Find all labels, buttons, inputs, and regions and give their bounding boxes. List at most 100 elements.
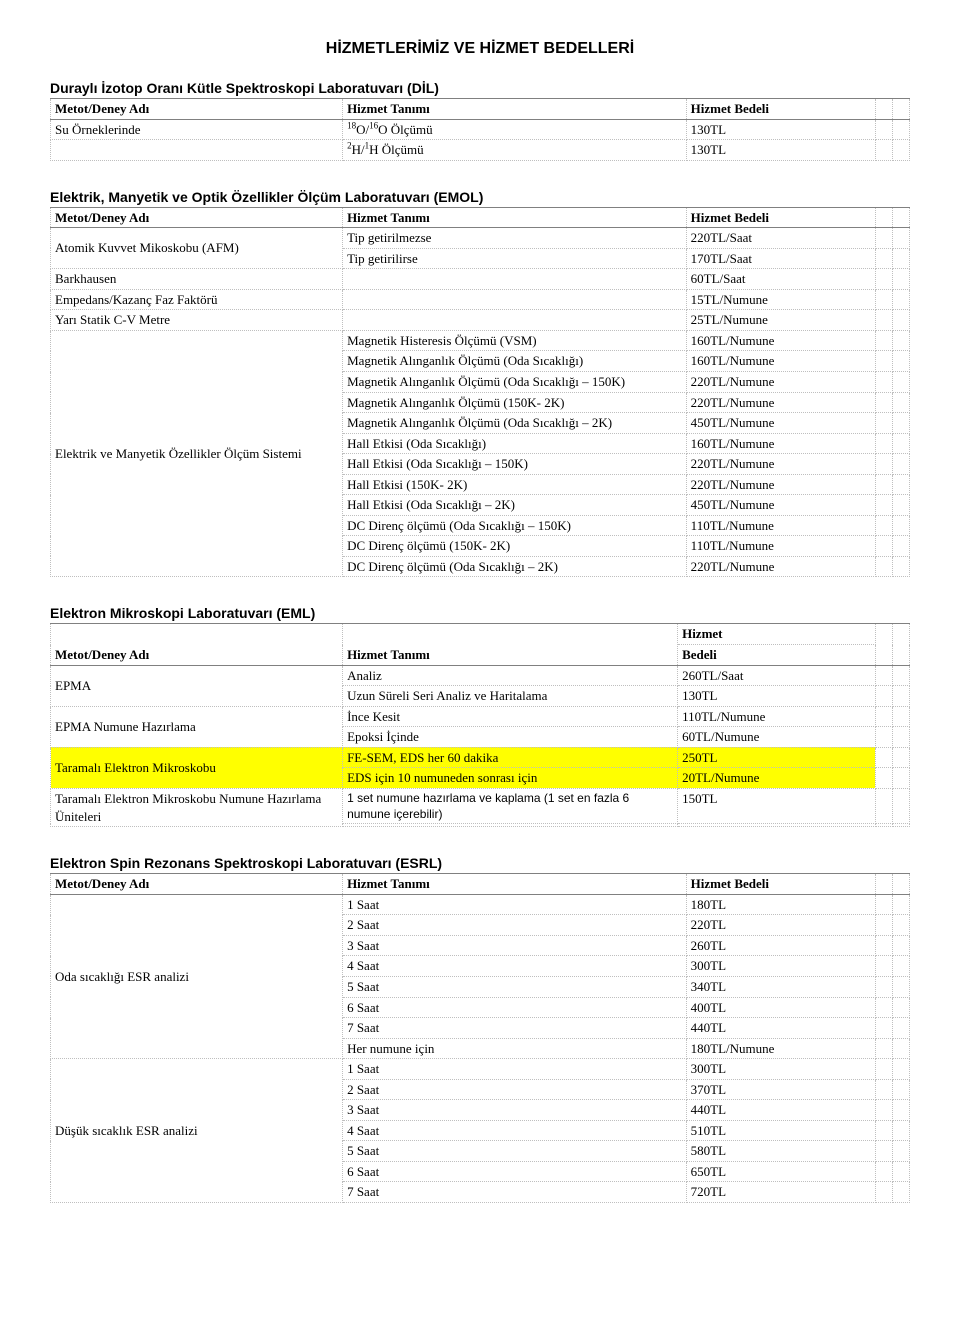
cell-extra xyxy=(875,248,892,269)
cell-price: 260TL xyxy=(686,935,875,956)
cell-extra xyxy=(892,310,909,331)
col-tanim: Hizmet Tanımı xyxy=(343,207,687,228)
col-extra xyxy=(892,624,909,665)
cell-desc: FE-SEM, EDS her 60 dakika xyxy=(343,747,678,768)
table-row: Taramalı Elektron Mikroskobu Numune Hazı… xyxy=(51,788,910,823)
cell-price: 650TL xyxy=(686,1161,875,1182)
cell-price: 510TL xyxy=(686,1120,875,1141)
cell-desc: Hall Etkisi (150K- 2K) xyxy=(343,474,687,495)
cell-extra xyxy=(892,976,909,997)
cell-extra xyxy=(875,935,892,956)
cell-name: Düşük sıcaklık ESR analizi xyxy=(51,1059,343,1203)
cell-desc: Tip getirilmezse xyxy=(343,228,687,249)
cell-desc: Magnetik Alınganlık Ölçümü (150K- 2K) xyxy=(343,392,687,413)
cell-desc: İnce Kesit xyxy=(343,706,678,727)
cell-price: 110TL/Numune xyxy=(686,515,875,536)
cell-desc: DC Direnç ölçümü (Oda Sıcaklığı – 150K) xyxy=(343,515,687,536)
cell-extra xyxy=(875,768,892,789)
cell-price: 440TL xyxy=(686,1100,875,1121)
page-title: HİZMETLERİMİZ VE HİZMET BEDELLERİ xyxy=(50,40,910,58)
cell-extra xyxy=(892,372,909,393)
cell-extra xyxy=(892,433,909,454)
cell-desc: 4 Saat xyxy=(343,956,687,977)
cell-desc xyxy=(343,310,687,331)
cell-name xyxy=(51,140,343,161)
cell-extra xyxy=(875,140,892,161)
cell-name: Empedans/Kazanç Faz Faktörü xyxy=(51,289,343,310)
col-metot: Metot/Deney Adı xyxy=(51,99,343,120)
cell-desc: DC Direnç ölçümü (150K- 2K) xyxy=(343,536,687,557)
section-eml-title: Elektron Mikroskopi Laboratuvarı (EML) xyxy=(50,605,910,621)
cell-extra xyxy=(892,768,909,789)
section-eml: Elektron Mikroskopi Laboratuvarı (EML) M… xyxy=(50,605,910,827)
cell-extra xyxy=(892,140,909,161)
cell-desc: Her numune için xyxy=(343,1038,687,1059)
col-tanim: Hizmet Tanımı xyxy=(343,624,678,665)
cell-extra xyxy=(892,1141,909,1162)
cell-extra xyxy=(875,1059,892,1080)
cell-price: 580TL xyxy=(686,1141,875,1162)
cell-extra xyxy=(892,413,909,434)
cell-desc xyxy=(343,824,678,827)
cell-extra xyxy=(875,289,892,310)
cell-extra xyxy=(875,706,892,727)
cell-desc: 7 Saat xyxy=(343,1018,687,1039)
cell-price: 250TL xyxy=(678,747,876,768)
col-extra xyxy=(875,207,892,228)
cell-extra xyxy=(892,915,909,936)
cell-desc: 6 Saat xyxy=(343,997,687,1018)
cell-extra xyxy=(892,1018,909,1039)
cell-price: 300TL xyxy=(686,956,875,977)
cell-name: Taramalı Elektron Mikroskobu Numune Hazı… xyxy=(51,788,343,826)
cell-extra xyxy=(892,474,909,495)
cell-price: 25TL/Numune xyxy=(686,310,875,331)
cell-extra xyxy=(892,515,909,536)
cell-extra xyxy=(875,976,892,997)
cell-extra xyxy=(875,1141,892,1162)
cell-extra xyxy=(892,956,909,977)
cell-extra xyxy=(875,413,892,434)
cell-desc: 3 Saat xyxy=(343,935,687,956)
col-bedel-top: Hizmet xyxy=(678,624,876,645)
table-emol: Metot/Deney Adı Hizmet Tanımı Hizmet Bed… xyxy=(50,207,910,578)
cell-extra xyxy=(892,1079,909,1100)
col-extra xyxy=(892,874,909,895)
cell-desc: Uzun Süreli Seri Analiz ve Haritalama xyxy=(343,686,678,707)
table-row: Atomik Kuvvet Mikoskobu (AFM)Tip getiril… xyxy=(51,228,910,249)
section-dil-title: Duraylı İzotop Oranı Kütle Spektroskopi … xyxy=(50,80,910,96)
cell-extra xyxy=(875,824,892,827)
cell-extra xyxy=(875,495,892,516)
cell-price: 160TL/Numune xyxy=(686,351,875,372)
cell-extra xyxy=(875,556,892,577)
table-esrl: Metot/Deney Adı Hizmet Tanımı Hizmet Bed… xyxy=(50,873,910,1203)
col-extra xyxy=(875,624,892,665)
cell-extra xyxy=(892,228,909,249)
cell-extra xyxy=(875,433,892,454)
col-extra xyxy=(875,99,892,120)
cell-name: Barkhausen xyxy=(51,269,343,290)
cell-desc: Tip getirilirse xyxy=(343,248,687,269)
cell-extra xyxy=(875,788,892,823)
table-row: Su Örneklerinde18O/16O Ölçümü130TL xyxy=(51,119,910,140)
cell-price xyxy=(678,824,876,827)
cell-desc: 5 Saat xyxy=(343,1141,687,1162)
cell-price: 260TL/Saat xyxy=(678,665,876,686)
cell-desc: 4 Saat xyxy=(343,1120,687,1141)
table-row: Oda sıcaklığı ESR analizi1 Saat180TL xyxy=(51,894,910,915)
section-dil: Duraylı İzotop Oranı Kütle Spektroskopi … xyxy=(50,80,910,161)
cell-name: Yarı Statik C-V Metre xyxy=(51,310,343,331)
cell-desc: 3 Saat xyxy=(343,1100,687,1121)
cell-extra xyxy=(892,556,909,577)
table-eml: Metot/Deney Adı Hizmet Tanımı Hizmet Bed… xyxy=(50,623,910,827)
table-row: EPMAAnaliz260TL/Saat xyxy=(51,665,910,686)
col-bedel: Hizmet Bedeli xyxy=(686,874,875,895)
cell-name: Elektrik ve Manyetik Özellikler Ölçüm Si… xyxy=(51,330,343,577)
cell-price: 400TL xyxy=(686,997,875,1018)
cell-extra xyxy=(892,330,909,351)
cell-price: 60TL/Saat xyxy=(686,269,875,290)
cell-desc: Hall Etkisi (Oda Sıcaklığı – 150K) xyxy=(343,454,687,475)
cell-extra xyxy=(875,1182,892,1203)
cell-price: 160TL/Numune xyxy=(686,433,875,454)
cell-price: 720TL xyxy=(686,1182,875,1203)
cell-name: Atomik Kuvvet Mikoskobu (AFM) xyxy=(51,228,343,269)
